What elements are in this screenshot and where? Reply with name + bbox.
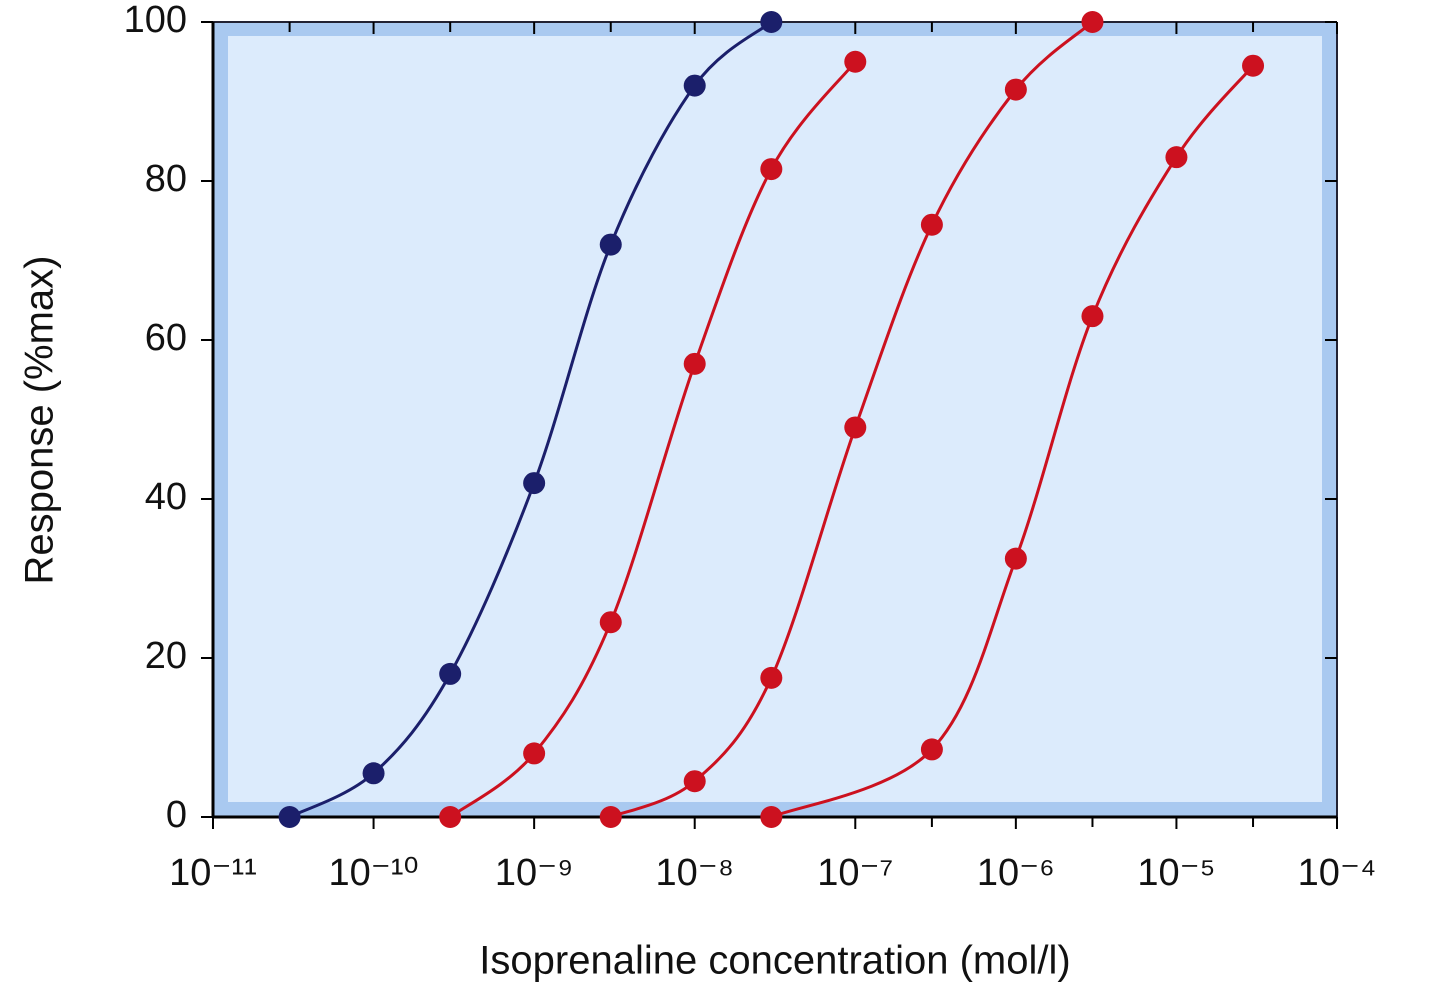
y-axis-label: Response (%max) — [18, 255, 62, 584]
data-point — [599, 806, 622, 828]
data-point — [683, 352, 706, 375]
x-tick-label: 10⁻⁵ — [1137, 852, 1215, 894]
y-tick-label: 40 — [145, 476, 187, 518]
y-tick-label: 100 — [124, 0, 187, 41]
data-point — [1004, 78, 1027, 101]
data-point — [920, 213, 943, 236]
data-point — [1081, 11, 1104, 33]
data-point — [683, 74, 706, 97]
data-point — [523, 742, 546, 765]
data-point — [439, 806, 462, 828]
data-point — [523, 472, 546, 495]
x-tick-label: 10⁻⁸ — [656, 852, 734, 894]
data-point — [1004, 547, 1027, 570]
data-point — [362, 762, 385, 785]
data-point — [599, 611, 622, 634]
data-point — [760, 666, 783, 689]
x-tick-label: 10⁻¹⁰ — [328, 852, 418, 894]
data-point — [278, 806, 301, 828]
data-point — [1081, 305, 1104, 328]
y-tick-label: 80 — [145, 158, 187, 200]
data-point — [920, 738, 943, 761]
x-tick-label: 10⁻⁴ — [1298, 852, 1377, 894]
y-tick-label: 60 — [145, 317, 187, 359]
data-point — [1242, 54, 1265, 77]
data-point — [760, 158, 783, 181]
y-tick-label: 0 — [166, 794, 187, 836]
x-axis-label: Isoprenaline concentration (mol/l) — [479, 939, 1070, 983]
data-point — [1165, 146, 1188, 169]
x-tick-label: 10⁻⁶ — [977, 852, 1055, 894]
data-point — [844, 416, 867, 439]
data-point — [683, 770, 706, 793]
data-point — [844, 50, 867, 73]
data-point — [599, 233, 622, 256]
data-point — [439, 662, 462, 685]
data-point — [760, 11, 783, 33]
y-tick-label: 20 — [145, 635, 187, 677]
x-tick-label: 10⁻¹¹ — [169, 852, 257, 894]
x-tick-label: 10⁻⁷ — [817, 852, 893, 894]
x-tick-label: 10⁻⁹ — [495, 852, 574, 894]
data-point — [760, 806, 783, 828]
